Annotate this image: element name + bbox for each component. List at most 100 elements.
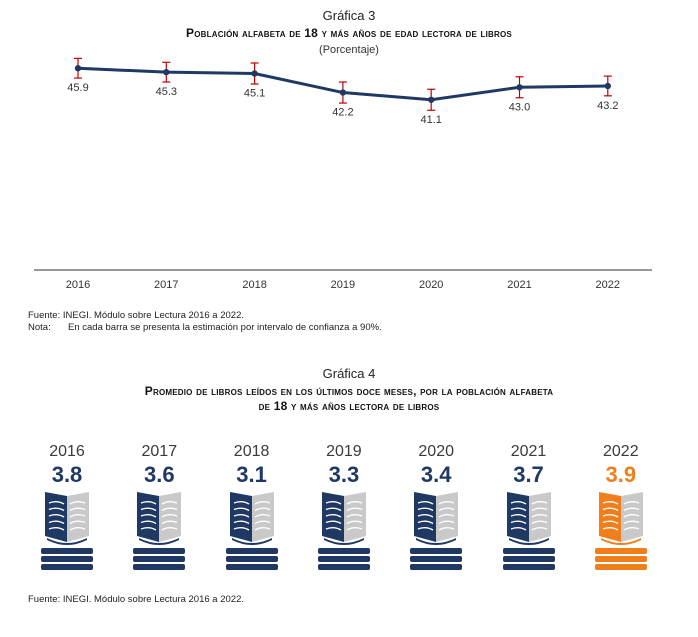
stack-bar — [502, 556, 555, 562]
page-line — [531, 507, 547, 512]
stack-bar — [594, 564, 647, 570]
stack-bar — [594, 548, 647, 554]
page-line — [438, 501, 455, 505]
page-line — [346, 514, 363, 518]
page-line — [417, 507, 434, 512]
page-line — [417, 514, 434, 518]
page-line — [531, 520, 547, 525]
page-line — [417, 520, 434, 525]
stack-bar — [133, 556, 186, 562]
book-icon — [594, 492, 647, 570]
data-label: 45.9 — [67, 82, 88, 94]
page-line — [141, 514, 157, 518]
chart3-title: Población alfabeta de 18 y más años de e… — [186, 26, 512, 40]
page-line — [438, 514, 455, 518]
page-line — [69, 514, 86, 518]
page-line — [141, 507, 157, 512]
stack-bar — [41, 556, 93, 562]
page-line — [233, 507, 249, 512]
x-tick-label: 2018 — [242, 279, 266, 291]
page-line — [602, 514, 619, 518]
page-line — [161, 507, 178, 512]
stack-bar — [410, 548, 463, 554]
page-line — [233, 501, 249, 505]
book-base — [47, 538, 87, 545]
page-line — [531, 501, 547, 505]
stack-bar — [225, 556, 278, 562]
page-line — [161, 514, 178, 518]
chart3-source: Fuente: INEGI. Módulo sobre Lectura 2016… — [28, 310, 244, 321]
year-label: 2021 — [510, 443, 547, 460]
page-line — [346, 520, 363, 525]
stack-bar — [317, 548, 370, 554]
stack-bar — [502, 564, 555, 570]
stack-bar — [410, 556, 463, 562]
data-label: 42.2 — [332, 107, 353, 119]
page-line — [602, 501, 619, 505]
page-line — [254, 501, 270, 505]
value-label: 3.7 — [513, 462, 544, 487]
stack-bar — [317, 564, 370, 570]
page-line — [48, 501, 65, 505]
chart3-subtitle: (Porcentaje) — [319, 44, 379, 56]
value-label: 3.3 — [328, 462, 360, 487]
page-line — [346, 507, 363, 512]
page-line — [141, 501, 157, 505]
value-label: 3.6 — [144, 462, 175, 487]
x-tick-label: 2020 — [419, 279, 443, 291]
page-line — [161, 501, 178, 505]
value-label: 3.1 — [236, 462, 267, 487]
value-label: 3.9 — [605, 462, 637, 487]
book-icon — [410, 492, 463, 570]
page-line — [438, 527, 455, 531]
page-line — [254, 514, 270, 518]
page-line — [69, 520, 86, 525]
year-label: 2016 — [49, 443, 85, 460]
page-line — [48, 507, 65, 512]
value-label: 3.4 — [420, 462, 452, 487]
page-line — [438, 520, 455, 525]
page-line — [510, 507, 526, 512]
page-line — [438, 507, 455, 512]
page-line — [254, 527, 270, 531]
book-icon — [225, 492, 278, 570]
page-line — [48, 527, 65, 531]
data-label: 45.3 — [156, 86, 177, 98]
book-icon — [502, 492, 555, 570]
page-line — [233, 527, 249, 531]
line-chart: 45.9 2016 45.3 2017 45.1 2018 42.2 2019 41.1 2020… — [34, 57, 652, 291]
data-point — [74, 65, 82, 72]
page-line — [254, 507, 270, 512]
page-line — [531, 514, 547, 518]
x-tick-label: 2017 — [154, 279, 178, 291]
year-label: 2020 — [418, 443, 454, 460]
page-line — [417, 527, 434, 531]
page-line — [325, 527, 342, 531]
chart3-note-text: En cada barra se presenta la estimación … — [68, 322, 382, 333]
page-line — [141, 520, 157, 525]
chart3-label: Gráfica 3 — [322, 8, 376, 23]
page-line — [623, 514, 640, 518]
page-line — [141, 527, 157, 531]
page-line — [510, 527, 526, 531]
x-tick-label: 2021 — [507, 279, 531, 291]
book-base — [323, 538, 364, 545]
stack-bar — [594, 556, 647, 562]
stack-bar — [133, 564, 186, 570]
page-line — [161, 520, 178, 525]
page-line — [602, 527, 619, 531]
value-label: 3.8 — [51, 462, 83, 487]
page-line — [623, 520, 640, 525]
stack-bar — [225, 564, 278, 570]
page-line — [510, 520, 526, 525]
data-label: 43.2 — [597, 100, 618, 112]
chart3-note-label: Nota: — [28, 322, 51, 333]
data-label: 43.0 — [509, 101, 530, 113]
page-line — [417, 501, 434, 505]
page-line — [233, 520, 249, 525]
page-line — [623, 501, 640, 505]
page-line — [510, 514, 526, 518]
page-line — [233, 514, 249, 518]
year-label: 2018 — [233, 443, 270, 460]
page-line — [325, 520, 342, 525]
